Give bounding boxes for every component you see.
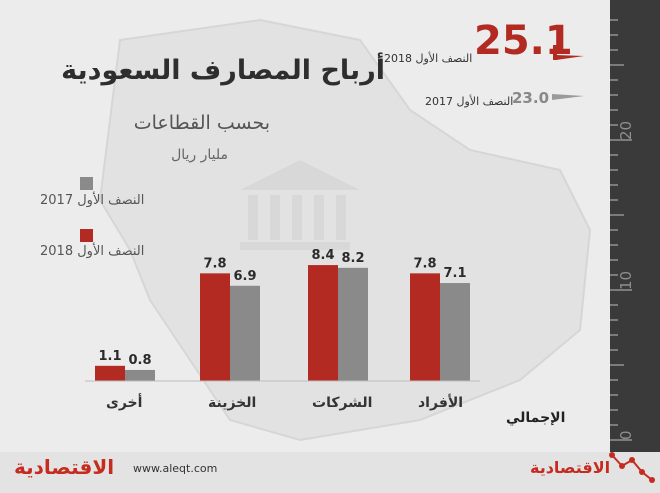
total-scale — [610, 0, 660, 452]
bar-h1_2018-treasury — [200, 273, 230, 381]
unit-label: مليار ريال — [171, 147, 228, 163]
bar-value-h1_2018-other: 1.1 — [98, 349, 121, 364]
total-2018-marker — [553, 45, 557, 60]
legend-swatch-2017 — [80, 177, 93, 190]
category-label-treasury: الخزينة — [208, 395, 257, 411]
legend-label-2018: النصف الأول 2018 — [40, 244, 145, 259]
legend-label-2017: النصف الأول 2017 — [40, 193, 145, 208]
bar-value-h1_2018-retail: 7.8 — [413, 256, 436, 271]
bank-building-icon — [240, 160, 360, 250]
bar-value-h1_2018-treasury: 7.8 — [203, 256, 226, 271]
bar-value-h1_2017-other: 0.8 — [128, 353, 151, 368]
total-2018-pointer — [556, 55, 584, 60]
chart-subtitle: بحسب القطاعات — [133, 112, 270, 134]
bar-h1_2018-retail — [410, 273, 440, 381]
bar-value-h1_2017-retail: 7.1 — [443, 266, 466, 281]
sector-bar-chart: 1.1 7.8 8.4 7.8 0.8 6.9 8.2 7.1 — [85, 248, 480, 382]
website-url: www.aleqt.com — [133, 462, 218, 475]
category-label-other: أخرى — [106, 395, 143, 411]
bar-value-h1_2017-corporate: 8.2 — [341, 251, 364, 266]
bar-value-h1_2017-treasury: 6.9 — [233, 269, 256, 284]
total-2017-pointer — [552, 94, 584, 100]
category-label-retail: الأفراد — [418, 395, 464, 411]
total-2018-label: النصف الأول 2018 — [384, 52, 473, 65]
total-2017-label: النصف الأول 2017 — [425, 95, 514, 108]
bar-h1_2017-treasury — [230, 285, 260, 381]
bar-value-h1_2018-corporate: 8.4 — [311, 248, 334, 263]
category-label-corporate: الشركات — [312, 395, 373, 411]
bar-h1_2017-other — [125, 369, 155, 381]
total-pointers — [552, 45, 584, 100]
bar-h1_2017-retail — [440, 283, 470, 381]
total-2017-value: 23.0 — [512, 89, 550, 107]
footer — [0, 452, 660, 493]
bar-h1_2017-corporate — [338, 267, 368, 381]
brand-logo-left: الاقتصادية — [14, 455, 115, 479]
legend-swatch-2018 — [80, 229, 93, 242]
category-label-total: الإجمالي — [506, 410, 566, 426]
chart-title: أرباح المصارف السعودية — [61, 55, 385, 86]
bar-h1_2018-corporate — [308, 265, 338, 381]
brand-logo-right: الاقتصادية — [530, 458, 611, 477]
bar-h1_2018-other — [95, 365, 125, 381]
